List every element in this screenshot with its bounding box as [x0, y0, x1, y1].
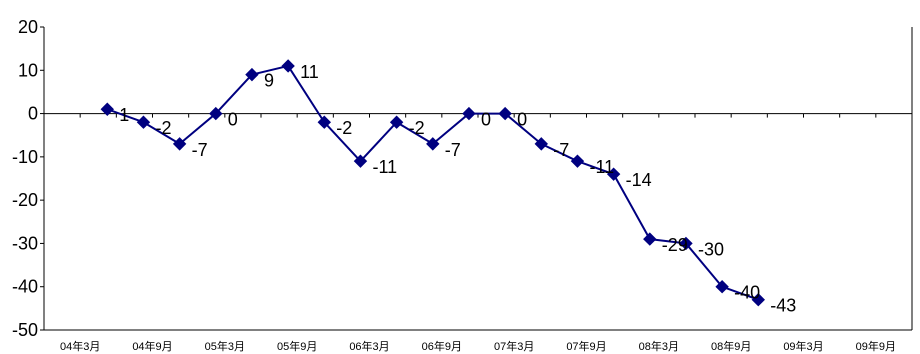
data-label: -2 — [336, 118, 352, 138]
data-point-marker — [245, 67, 259, 82]
data-label: -11 — [372, 157, 397, 177]
y-tick-label: -50 — [12, 320, 38, 340]
data-point-marker — [353, 154, 368, 168]
data-point-marker — [462, 106, 476, 121]
x-tick-label: 08年3月 — [639, 339, 679, 353]
x-tick-label: 09年3月 — [783, 339, 823, 353]
data-label: -2 — [155, 118, 171, 138]
x-tick-label: 06年3月 — [349, 339, 389, 353]
y-tick-label: -30 — [12, 233, 38, 253]
data-point-marker — [643, 232, 657, 246]
data-label: -40 — [734, 283, 760, 303]
data-point-marker — [281, 59, 295, 73]
y-tick-label: 10 — [18, 60, 38, 80]
x-tick-label: 06年9月 — [422, 339, 462, 353]
data-point-marker — [389, 115, 404, 129]
data-label: 9 — [264, 71, 274, 91]
y-tick-label: -20 — [12, 190, 38, 210]
data-point-marker — [317, 115, 331, 129]
data-label: 0 — [481, 110, 491, 130]
y-tick-label: -10 — [12, 147, 38, 167]
y-tick-label: 20 — [18, 17, 38, 37]
data-label: -7 — [445, 140, 461, 160]
data-point-marker — [715, 280, 729, 294]
x-tick-label: 07年9月 — [566, 339, 606, 353]
data-point-marker — [172, 137, 187, 151]
data-label: -7 — [553, 140, 569, 160]
data-point-marker — [498, 106, 512, 121]
data-label: 0 — [228, 110, 238, 130]
data-label: -43 — [770, 296, 796, 316]
data-point-marker — [751, 292, 765, 307]
x-tick-label: 07年3月 — [494, 339, 534, 353]
data-point-marker — [534, 137, 548, 151]
data-label: -29 — [662, 235, 688, 255]
data-point-marker — [100, 102, 114, 116]
data-label: 0 — [517, 110, 527, 130]
x-tick-label: 09年9月 — [856, 339, 896, 353]
data-point-marker — [426, 137, 440, 151]
data-label: -30 — [698, 239, 724, 259]
x-tick-label: 05年3月 — [205, 339, 245, 353]
x-tick-label: 08年9月 — [711, 339, 751, 353]
y-tick-label: 0 — [28, 104, 38, 124]
x-tick-label: 04年9月 — [132, 339, 172, 353]
x-tick-label: 04年3月 — [60, 339, 100, 353]
series — [100, 59, 765, 307]
data-label: -11 — [589, 157, 614, 177]
data-point-marker — [570, 154, 585, 168]
data-label: -7 — [192, 140, 208, 160]
series-line — [106, 64, 759, 301]
data-label: -14 — [626, 170, 652, 190]
y-tick-label: -40 — [12, 277, 38, 297]
data-label: 1 — [119, 105, 129, 125]
data-point-marker — [606, 167, 621, 181]
data-labels: 1 -2 -7 0 9 11 -2 -11 -2 -7 0 0 -7 -11 -14 -29 -30 -40 -43 — [119, 62, 796, 316]
data-label: 11 — [300, 62, 319, 82]
data-label: -2 — [409, 118, 425, 138]
x-tick-label: 05年9月 — [277, 339, 317, 353]
data-point-marker — [209, 106, 223, 121]
data-point-marker — [136, 115, 151, 129]
data-point-marker — [679, 236, 693, 251]
